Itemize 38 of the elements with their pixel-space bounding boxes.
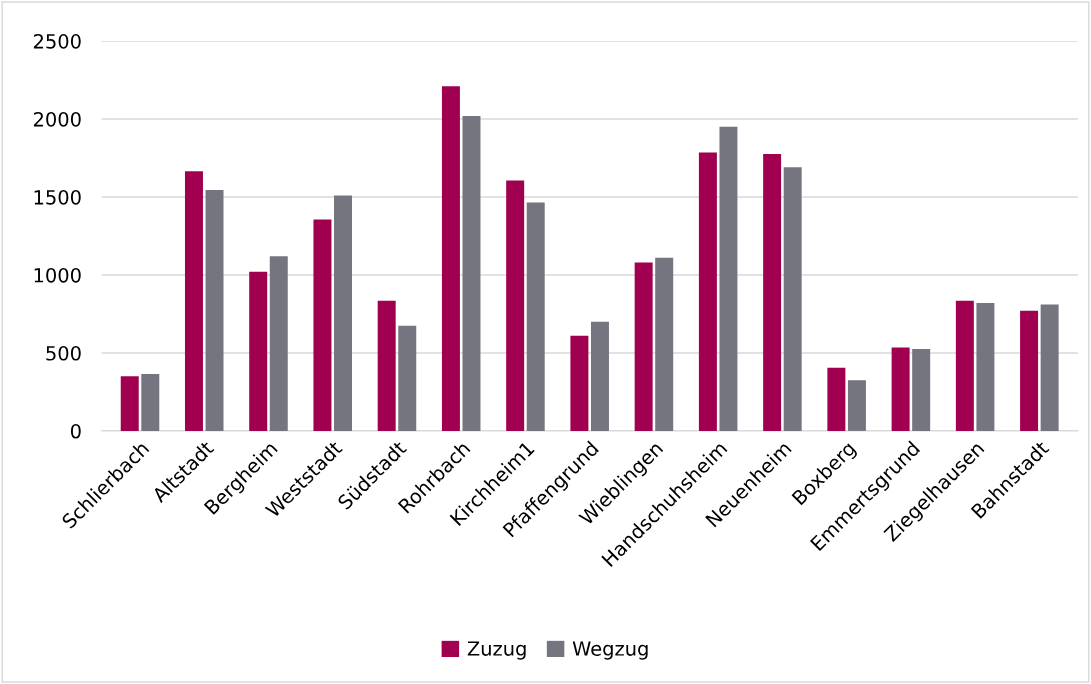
bar — [205, 189, 224, 431]
bar — [847, 380, 866, 431]
bar — [1040, 304, 1059, 431]
bar — [570, 335, 589, 431]
bar — [590, 321, 609, 431]
bar — [698, 152, 717, 431]
bar — [526, 202, 545, 431]
bar — [184, 171, 203, 431]
legend-label: Zuzug — [467, 641, 526, 660]
bar — [655, 257, 674, 431]
y-tick-label: 2500 — [33, 34, 81, 49]
bar — [120, 376, 139, 431]
y-tick-label: 2000 — [33, 111, 81, 127]
bar — [634, 262, 653, 431]
bar — [441, 86, 460, 431]
bar — [313, 219, 332, 431]
bar — [398, 325, 417, 431]
bar — [462, 115, 481, 431]
bar — [249, 271, 268, 431]
y-tick-label: 1000 — [34, 267, 81, 283]
bar — [506, 180, 525, 431]
y-tick-label: 500 — [46, 345, 81, 361]
legend-label: Wegzug — [572, 641, 648, 660]
bar — [955, 300, 974, 431]
bar — [269, 256, 288, 431]
bar — [891, 347, 910, 431]
bar — [783, 167, 802, 431]
bar — [976, 303, 995, 431]
bar — [719, 126, 738, 431]
bar — [377, 300, 396, 431]
bar — [827, 367, 846, 431]
bar — [141, 374, 160, 431]
bar — [1020, 310, 1039, 431]
y-tick-label: 0 — [70, 423, 81, 439]
bar — [763, 154, 782, 431]
bar — [334, 195, 352, 431]
bar — [912, 349, 931, 431]
y-tick-label: 1500 — [34, 189, 81, 205]
